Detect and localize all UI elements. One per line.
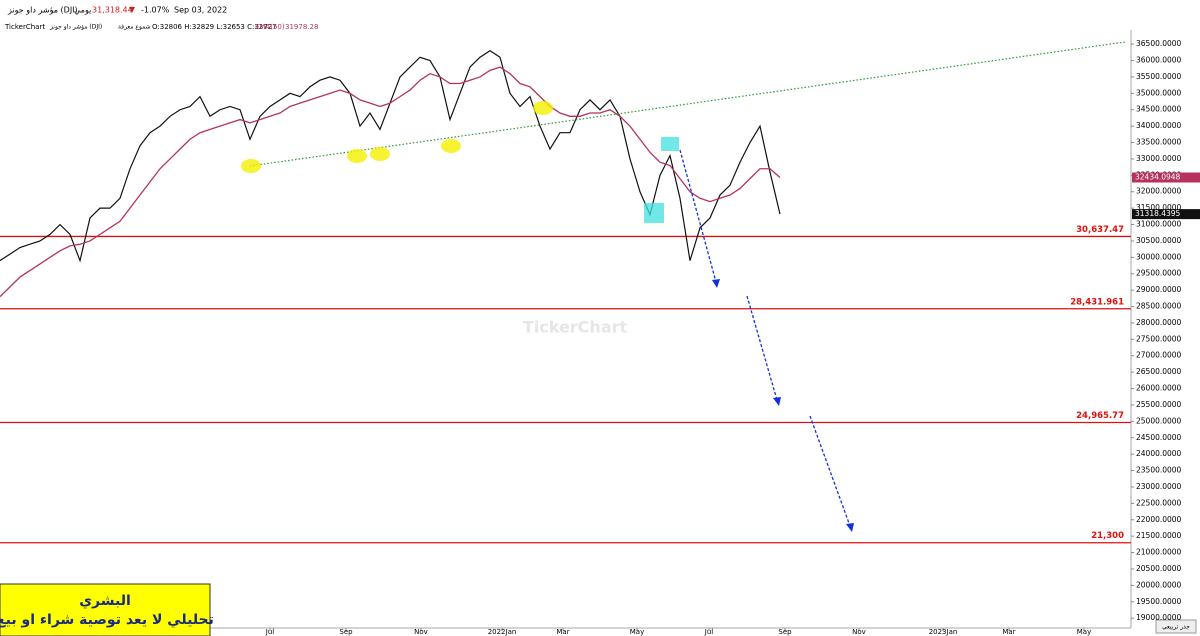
period: يومي xyxy=(74,6,91,15)
y-tick-label: 36000.0000 xyxy=(1136,56,1182,65)
x-tick-label: Sep xyxy=(339,628,353,636)
down-arrow xyxy=(129,7,135,13)
y-tick-label: 26500.0000 xyxy=(1136,367,1182,376)
circle xyxy=(241,159,261,173)
change: -1.07% xyxy=(141,6,170,15)
circle xyxy=(533,101,553,115)
y-tick-label: 19500.0000 xyxy=(1136,597,1182,606)
y-tick-label: 23000.0000 xyxy=(1136,482,1182,491)
last-value-label: 32434.0948 xyxy=(1135,173,1181,182)
x-tick-label: May xyxy=(630,628,644,636)
level-label: 28,431.961 xyxy=(1070,297,1124,307)
note-box xyxy=(0,583,211,636)
y-tick-label: 24000.0000 xyxy=(1136,449,1182,458)
y-tick-label: 21500.0000 xyxy=(1136,531,1182,540)
arrow xyxy=(679,149,717,283)
x-tick-label: Sep xyxy=(778,628,792,636)
y-tick-label: 23500.0000 xyxy=(1136,466,1182,475)
brand: TickerChart xyxy=(4,23,45,31)
x-tick-label: 2022Jan xyxy=(488,628,517,636)
highlight-box xyxy=(661,137,679,151)
scale-button-label[interactable]: جذر تربيعي xyxy=(1162,624,1190,631)
x-tick-label: Nov xyxy=(414,628,428,636)
level-label: 30,637.47 xyxy=(1076,225,1124,235)
arrow-head xyxy=(846,523,854,532)
chart-style: شموع معرفة xyxy=(118,24,151,31)
y-tick-label: 20000.0000 xyxy=(1136,580,1182,589)
ema-value: 31978.28 xyxy=(285,23,318,31)
ohlc: O:32806 H:32829 L:32653 C:32727 xyxy=(152,23,277,31)
arrow-heads xyxy=(712,279,854,532)
y-tick-label: 33500.0000 xyxy=(1136,138,1182,147)
circle xyxy=(441,139,461,153)
x-tick-label: Jul xyxy=(704,628,714,636)
arrow xyxy=(809,415,851,527)
highlight-box xyxy=(644,203,664,223)
y-tick-label: 27500.0000 xyxy=(1136,334,1182,343)
trend-line xyxy=(249,41,1126,167)
projection-arrows xyxy=(679,149,851,527)
scale-button[interactable] xyxy=(1155,619,1197,634)
series-name: مؤشر داو جونز (DJI) xyxy=(49,24,102,31)
y-tick-label: 34000.0000 xyxy=(1136,121,1182,130)
note-author: البشري xyxy=(79,593,131,610)
y-tick-label: 30000.0000 xyxy=(1136,252,1182,261)
last-value-label: 31318.4395 xyxy=(1135,209,1181,218)
y-tick-label: 25000.0000 xyxy=(1136,416,1182,425)
y-tick-label: 27000.0000 xyxy=(1136,351,1182,360)
price: 31,318.44 xyxy=(92,6,133,15)
symbol: مؤشر داو جونز (DJI) xyxy=(7,6,78,15)
y-tick-label: 36500.0000 xyxy=(1136,39,1182,48)
level-label: 24,965.77 xyxy=(1076,411,1124,421)
y-tick-label: 31500.0000 xyxy=(1136,203,1182,212)
y-tick-label: 31000.0000 xyxy=(1136,220,1182,229)
arrow-head xyxy=(712,279,720,288)
y-tick-label: 25500.0000 xyxy=(1136,400,1182,409)
x-tick-label: Mar xyxy=(556,628,569,636)
y-tick-label: 29500.0000 xyxy=(1136,269,1182,278)
watermark: TickerChart xyxy=(523,318,628,337)
arrow xyxy=(746,295,778,401)
y-tick-label: 34500.0000 xyxy=(1136,105,1182,114)
y-tick-label: 30500.0000 xyxy=(1136,236,1182,245)
y-tick-label: 22000.0000 xyxy=(1136,515,1182,524)
y-tick-label: 28500.0000 xyxy=(1136,302,1182,311)
y-tick-label: 29000.0000 xyxy=(1136,285,1182,294)
level-label: 21,300 xyxy=(1091,531,1124,541)
y-tick-label: 22500.0000 xyxy=(1136,498,1182,507)
circle xyxy=(370,147,390,161)
y-tick-label: 28000.0000 xyxy=(1136,318,1182,327)
y-tick-label: 35000.0000 xyxy=(1136,88,1182,97)
y-tick-label: 19000.0000 xyxy=(1136,613,1182,622)
arrow-head xyxy=(773,397,781,406)
y-tick-label: 24500.0000 xyxy=(1136,433,1182,442)
x-tick-label: Nov xyxy=(852,628,866,636)
last-value-box xyxy=(1132,172,1200,183)
series-line xyxy=(0,66,781,298)
x-tick-label: Mar xyxy=(1002,628,1015,636)
y-tick-label: 26000.0000 xyxy=(1136,384,1182,393)
x-tick-label: May xyxy=(1077,628,1091,636)
annotations xyxy=(241,41,1126,532)
y-tick-label: 21000.0000 xyxy=(1136,548,1182,557)
last-value-box xyxy=(1132,209,1200,220)
y-tick-label: 33000.0000 xyxy=(1136,154,1182,163)
date: Sep 03, 2022 xyxy=(174,6,227,15)
note-text: تحليلي لا يعد توصية شراء او بيع xyxy=(0,612,214,628)
x-tick-label: Jul xyxy=(265,628,275,636)
ema-label: EMA(50) xyxy=(255,23,285,31)
circle xyxy=(347,149,367,163)
y-tick-label: 20500.0000 xyxy=(1136,564,1182,573)
x-tick-label: 2023Jan xyxy=(929,628,958,636)
y-tick-label: 35500.0000 xyxy=(1136,72,1182,81)
highlight-circles xyxy=(241,101,553,173)
y-tick-label: 32000.0000 xyxy=(1136,187,1182,196)
